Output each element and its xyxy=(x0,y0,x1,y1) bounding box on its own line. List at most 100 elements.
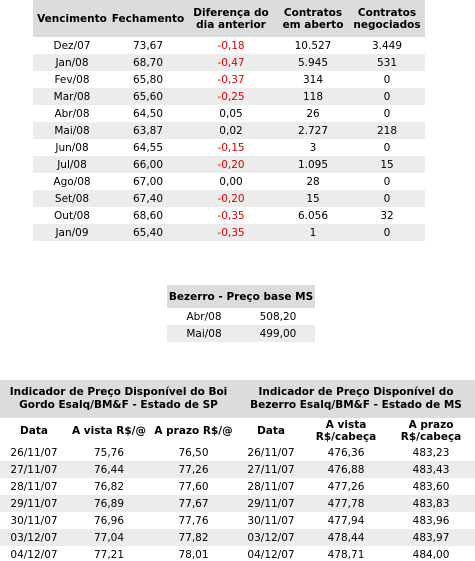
table-cell: 15 xyxy=(306,192,320,205)
table-row: Abr/08 64,50 0,05 26 0 xyxy=(33,105,425,122)
group-header: Indicador de Preço Disponível do Bezerro… xyxy=(250,386,462,411)
table-cell: 2.727 xyxy=(297,124,329,137)
table-cell: Jan/08 xyxy=(55,56,89,69)
table-cell: 314 xyxy=(302,73,324,86)
table-row: Set/08 67,40 -0,20 15 0 xyxy=(33,190,425,207)
table-cell: 65,80 xyxy=(132,73,164,86)
header-row: Bezerro - Preço base MS xyxy=(167,285,316,308)
table-cell: 64,55 xyxy=(132,141,164,154)
table-cell: 0,02 xyxy=(219,124,243,137)
table-cell: 476,36 xyxy=(327,446,365,459)
table-cell: 76,89 xyxy=(93,497,125,510)
table-cell: 483,43 xyxy=(412,463,450,476)
table-cell: 0,05 xyxy=(219,107,243,120)
table-cell: 03/12/07 xyxy=(247,531,295,544)
table-cell: 03/12/07 xyxy=(10,531,58,544)
table-cell: 27/11/07 xyxy=(10,463,58,476)
table-row: Jul/08 66,00 -0,20 1.095 15 xyxy=(33,156,425,173)
table-cell: 483,96 xyxy=(412,514,450,527)
table-cell: 476,88 xyxy=(327,463,365,476)
table-cell: 28 xyxy=(306,175,320,188)
table-row: Out/08 68,60 -0,35 6.056 32 xyxy=(33,207,425,224)
table-title: Bezerro - Preço base MS xyxy=(168,290,314,303)
table-cell: 65,40 xyxy=(132,226,164,239)
table-cell: 66,00 xyxy=(132,158,164,171)
table-cell: Ago/08 xyxy=(53,175,91,188)
table-cell: 77,67 xyxy=(178,497,209,510)
table-row: Abr/08 508,20 xyxy=(167,308,315,325)
table-cell: 531 xyxy=(376,56,398,69)
table-cell: 77,76 xyxy=(178,514,209,527)
column-header: A prazo R$/cabeça xyxy=(400,419,462,443)
header-row: Vencimento Fechamento Diferença do dia ant… xyxy=(33,0,425,37)
table-cell: Jan/09 xyxy=(55,226,89,239)
table-cell: 218 xyxy=(376,124,398,137)
table-cell: 10.527 xyxy=(294,39,332,52)
table-cell: -0,18 xyxy=(217,39,245,52)
table-cell: 76,50 xyxy=(178,446,209,459)
table-cell: 65,60 xyxy=(132,90,164,103)
table-cell: 1 xyxy=(309,226,317,239)
indicators-table: Indicador de Preço Disponível do Boi Gor… xyxy=(0,380,475,561)
table-cell: 75,76 xyxy=(93,446,125,459)
table-cell: -0,35 xyxy=(217,209,245,222)
table-cell: Out/08 xyxy=(54,209,90,222)
table-cell: 15 xyxy=(380,158,394,171)
table-cell: -0,15 xyxy=(217,141,245,154)
table-row: Fev/08 65,80 -0,37 314 0 xyxy=(33,71,425,88)
column-header: Contratos negociados xyxy=(353,6,421,31)
table-cell: 32 xyxy=(380,209,394,222)
table-cell: 76,44 xyxy=(93,463,125,476)
table-cell: 0 xyxy=(383,226,391,239)
table-cell: 68,60 xyxy=(132,209,164,222)
table-cell: 68,70 xyxy=(132,56,164,69)
table-cell: 1.095 xyxy=(297,158,329,171)
column-header: Data xyxy=(257,425,285,437)
table-cell: 28/11/07 xyxy=(247,480,295,493)
table-cell: Abr/08 xyxy=(186,310,222,323)
table-cell: -0,47 xyxy=(217,56,245,69)
column-header: A prazo R$/@ xyxy=(154,425,233,437)
table-row: Mai/08 499,00 xyxy=(167,325,316,342)
column-header: A vista R$/cabeça xyxy=(315,419,377,443)
table-cell: 0,00 xyxy=(219,175,243,188)
table-cell: 63,87 xyxy=(132,124,164,137)
table-cell: 508,20 xyxy=(259,310,297,323)
table-cell: 67,40 xyxy=(132,192,164,205)
table-row: Mai/08 63,87 0,02 2.727 218 xyxy=(33,122,425,139)
group-header: Indicador de Preço Disponível do Boi Gor… xyxy=(9,386,228,411)
table-cell: Mai/08 xyxy=(54,124,90,137)
column-header: A vista R$/@ xyxy=(72,425,146,437)
column-header: Diferença do dia anterior xyxy=(193,6,269,31)
bezerro-table: Bezerro - Preço base MS Abr/08 508,20 Mai/0… xyxy=(167,285,316,342)
table-cell: 77,60 xyxy=(178,480,209,493)
table-row: 03/12/07 77,04 77,82 03/12/07 478,44 483,97 xyxy=(0,529,475,546)
table-cell: 477,78 xyxy=(327,497,365,510)
table-cell: Jun/08 xyxy=(55,141,89,154)
table-cell: 76,82 xyxy=(93,480,125,493)
table-row: 30/11/07 76,96 77,76 30/11/07 477,94 483,96 xyxy=(0,512,475,529)
table-cell: 478,44 xyxy=(327,531,365,544)
table-cell: 499,00 xyxy=(259,327,297,340)
table-cell: 04/12/07 xyxy=(247,548,295,561)
table-cell: 26/11/07 xyxy=(247,446,295,459)
table-cell: 30/11/07 xyxy=(247,514,295,527)
table-cell: Dez/07 xyxy=(53,39,91,52)
column-header: Fechamento xyxy=(111,12,185,25)
table-row: 28/11/07 76,82 77,60 28/11/07 477,26 483,60 xyxy=(0,478,475,495)
table-cell: 0 xyxy=(383,73,391,86)
table-row: 26/11/07 75,76 76,50 26/11/07 476,36 483,23 xyxy=(0,444,475,461)
table-cell: -0,35 xyxy=(217,226,245,239)
table-cell: -0,25 xyxy=(217,90,245,103)
table-cell: 64,50 xyxy=(132,107,164,120)
table-cell: 0 xyxy=(383,141,391,154)
table-cell: Mar/08 xyxy=(53,90,91,103)
table-cell: 67,00 xyxy=(132,175,164,188)
table-cell: 483,23 xyxy=(412,446,450,459)
table-cell: Fev/08 xyxy=(54,73,90,86)
table-cell: 5.945 xyxy=(297,56,329,69)
table-cell: 477,94 xyxy=(327,514,365,527)
table-cell: 3.449 xyxy=(371,39,403,52)
table-row: Mar/08 65,60 -0,25 118 0 xyxy=(33,88,425,105)
